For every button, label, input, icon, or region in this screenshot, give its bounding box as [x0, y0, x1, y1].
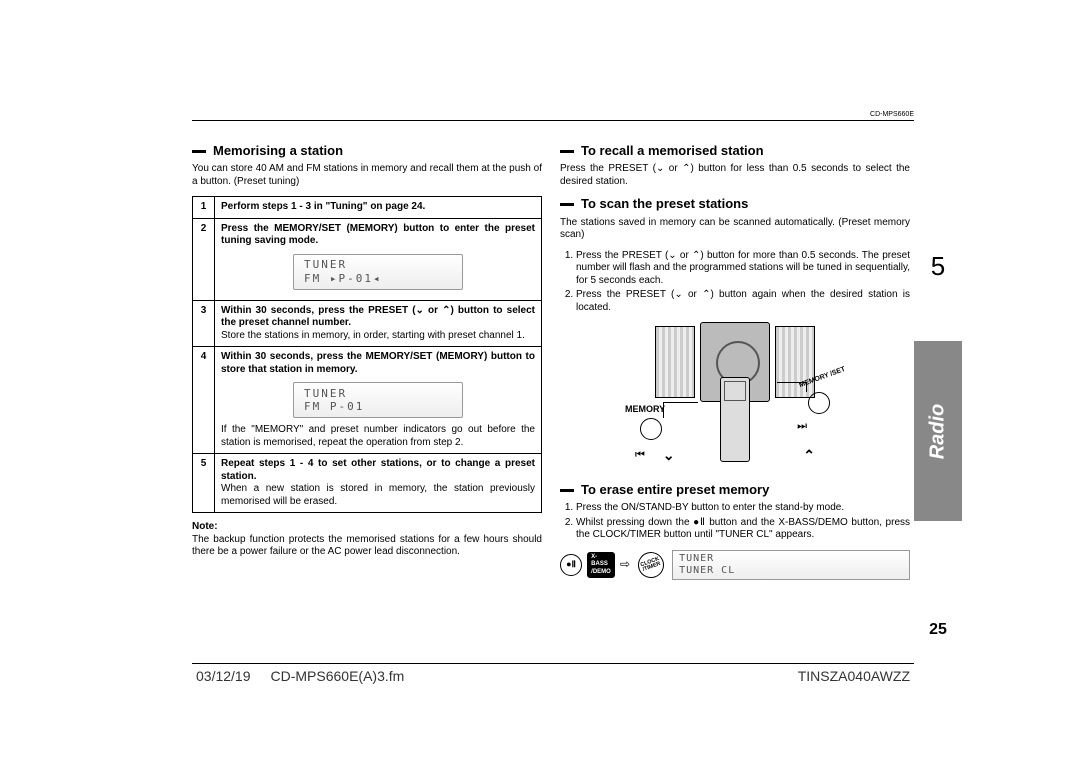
side-tab-label: Radio	[927, 403, 950, 459]
table-row: 5 Repeat steps 1 - 4 to set other statio…	[193, 454, 542, 513]
footer: 03/12/19 CD-MPS660E(A)3.fm TINSZA040AWZZ	[192, 663, 914, 684]
title-scan: To scan the preset stations	[581, 196, 748, 212]
footer-date: 03/12/19	[192, 668, 251, 684]
step-text: Press the MEMORY/SET (MEMORY) button to …	[221, 223, 535, 248]
step-num: 3	[193, 300, 215, 347]
dash-icon	[560, 150, 574, 153]
xbass-demo-icon: X-BASS /DEMO	[587, 552, 615, 579]
callout-line	[663, 402, 664, 418]
dash-icon	[192, 150, 206, 153]
lcd-line: FM ▸P-01◂	[304, 272, 462, 286]
dash-icon	[560, 203, 574, 206]
list-item: Press the PRESET (⌄ or ⌃) button again w…	[576, 289, 910, 314]
step-text: Perform steps 1 - 3 in "Tuning" on page …	[215, 197, 542, 219]
xbass-pill-wrap: X-BASS /DEMO	[590, 554, 612, 576]
speaker-left-icon	[655, 326, 695, 398]
callout-line	[663, 402, 698, 403]
next-track-icon: ⏭	[797, 420, 807, 434]
table-row: 3 Within 30 seconds, press the PRESET (⌄…	[193, 300, 542, 347]
scan-list: Press the PRESET (⌄ or ⌃) button for mor…	[560, 250, 910, 315]
step-cell: Within 30 seconds, press the PRESET (⌄ o…	[215, 300, 542, 347]
step-num: 4	[193, 347, 215, 454]
note-text: The backup function protects the memoris…	[192, 534, 542, 559]
note-label: Note:	[192, 521, 542, 534]
erase-list: Press the ON/STAND-BY button to enter th…	[560, 502, 910, 542]
lcd-display: TUNER TUNER CL	[672, 550, 910, 580]
speaker-right-icon	[775, 326, 815, 398]
lcd-line: TUNER	[304, 258, 462, 272]
callout-line	[806, 382, 807, 392]
list-item: Press the PRESET (⌄ or ⌃) button for mor…	[576, 250, 910, 288]
body-scan: The stations saved in memory can be scan…	[560, 217, 910, 242]
chapter-number: 5	[914, 251, 962, 282]
step-num: 1	[193, 197, 215, 219]
side-tab: Radio	[914, 341, 962, 521]
footer-code: TINSZA040AWZZ	[798, 668, 914, 684]
section-head-erase: To erase entire preset memory	[560, 482, 910, 498]
lcd-display: TUNER FM ▸P-01◂	[293, 254, 463, 290]
title-memorising: Memorising a station	[213, 143, 343, 159]
lcd-line: TUNER CL	[679, 565, 903, 578]
model-tag: CD-MPS660E	[870, 111, 914, 118]
step-cell: Within 30 seconds, press the MEMORY/SET …	[215, 347, 542, 454]
steps-table: 1 Perform steps 1 - 3 in "Tuning" on pag…	[192, 196, 542, 513]
table-row: 1 Perform steps 1 - 3 in "Tuning" on pag…	[193, 197, 542, 219]
step-num: 2	[193, 218, 215, 300]
table-row: 2 Press the MEMORY/SET (MEMORY) button t…	[193, 218, 542, 300]
right-column: To recall a memorised station Press the …	[560, 143, 910, 580]
left-column: Memorising a station You can store 40 AM…	[192, 143, 542, 580]
remote-icon	[720, 377, 750, 462]
page-number: 25	[914, 621, 962, 639]
table-row: 4 Within 30 seconds, press the MEMORY/SE…	[193, 347, 542, 454]
lcd-line: TUNER	[679, 553, 903, 566]
chevron-down-icon: ⌄	[663, 447, 675, 465]
section-head-memorising: Memorising a station	[192, 143, 542, 159]
step-subtext: When a new station is stored in memory, …	[221, 483, 535, 508]
play-pause-icon: ●Ⅱ	[560, 554, 582, 576]
right-controls: ⏭	[797, 420, 825, 434]
step-subtext: If the "MEMORY" and preset number indica…	[221, 424, 535, 449]
step-cell: Repeat steps 1 - 4 to set other stations…	[215, 454, 542, 513]
lcd-line: FM P-01	[304, 400, 462, 414]
erase-button-row: ●Ⅱ X-BASS /DEMO ⇨ CLOCK /TIMER TUNER TUN…	[560, 550, 910, 580]
title-recall: To recall a memorised station	[581, 143, 764, 159]
step-num: 5	[193, 454, 215, 513]
footer-file: CD-MPS660E(A)3.fm	[271, 668, 405, 684]
body-memorising: You can store 40 AM and FM stations in m…	[192, 163, 542, 188]
page-frame: CD-MPS660E Memorising a station You can …	[192, 120, 914, 690]
left-controls: ⏮ ⌄	[635, 447, 675, 465]
memory-label: MEMORY	[625, 404, 665, 415]
list-item: Press the ON/STAND-BY button to enter th…	[576, 502, 910, 515]
step-text: Within 30 seconds, press the MEMORY/SET …	[221, 351, 535, 376]
callout-line	[777, 382, 807, 383]
device-illustration: MEMORY MEMORY /SET ⏮ ⌄ ⏭ ⌃	[615, 322, 855, 472]
chevron-up-icon: ⌃	[803, 447, 815, 465]
step-cell: Press the MEMORY/SET (MEMORY) button to …	[215, 218, 542, 300]
content-columns: Memorising a station You can store 40 AM…	[192, 121, 914, 580]
step-text: Repeat steps 1 - 4 to set other stations…	[221, 458, 535, 483]
title-erase: To erase entire preset memory	[581, 482, 769, 498]
clock-timer-icon: CLOCK /TIMER	[634, 548, 667, 581]
lcd-line: TUNER	[304, 387, 462, 401]
body-recall: Press the PRESET (⌄ or ⌃) button for les…	[560, 163, 910, 188]
arrow-right-icon: ⇨	[620, 557, 630, 572]
memory-set-button-icon	[808, 392, 830, 414]
step-subtext: Store the stations in memory, in order, …	[221, 330, 535, 343]
section-head-scan: To scan the preset stations	[560, 196, 910, 212]
section-head-recall: To recall a memorised station	[560, 143, 910, 159]
memory-button-icon	[640, 418, 662, 440]
prev-track-icon: ⏮	[635, 449, 645, 463]
step-text: Within 30 seconds, press the PRESET (⌄ o…	[221, 305, 535, 330]
list-item: Whilst pressing down the ●Ⅱ button and t…	[576, 517, 910, 542]
dash-icon	[560, 489, 574, 492]
lcd-display: TUNER FM P-01	[293, 382, 463, 418]
